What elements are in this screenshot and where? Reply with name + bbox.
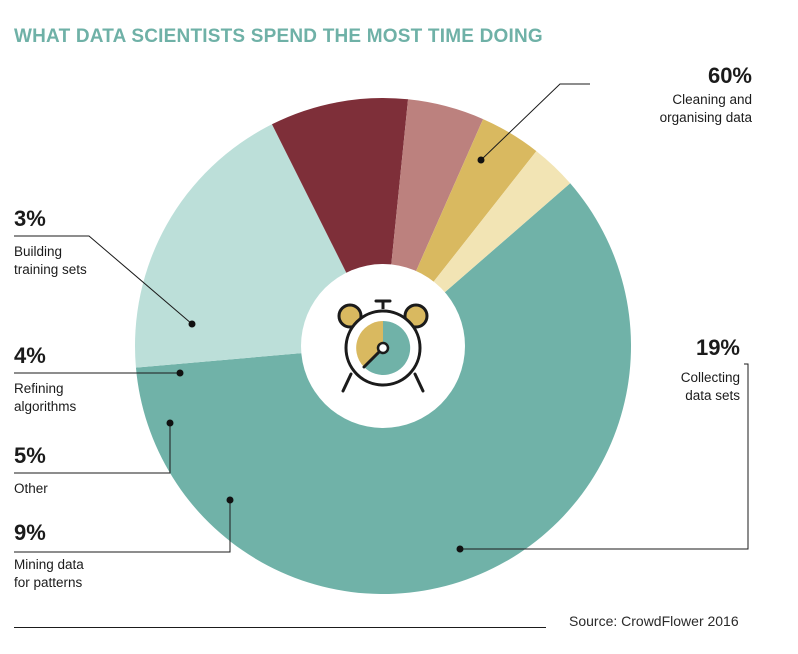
leader-line-mining	[14, 500, 231, 553]
slice-label-mining-1: Mining data	[14, 557, 84, 572]
slice-label-refining-2: algorithms	[14, 399, 77, 414]
leader-dot-other	[166, 419, 174, 427]
leader-dot-mining	[226, 496, 234, 504]
source-rule	[14, 627, 546, 628]
leader-dot-building	[188, 320, 196, 328]
slice-label-other-1: Other	[14, 481, 48, 496]
leader-line-building	[14, 235, 193, 325]
slice-label-mining-2: for patterns	[14, 575, 83, 590]
slice-percent-collecting: 19%	[696, 335, 740, 360]
slice-label-cleaning-1: Cleaning and	[672, 92, 752, 107]
source-note: Source: CrowdFlower 2016	[569, 613, 739, 629]
chart-title: WHAT DATA SCIENTISTS SPEND THE MOST TIME…	[14, 26, 543, 47]
leader-line-collecting	[460, 363, 749, 550]
leader-line-cleaning	[480, 83, 590, 161]
leader-dot-collecting	[456, 545, 464, 553]
slice-label-building-2: training sets	[14, 262, 87, 277]
slice-percent-cleaning: 60%	[708, 63, 752, 88]
slice-percent-refining: 4%	[14, 343, 46, 368]
slice-label-collecting-2: data sets	[685, 388, 740, 403]
slice-label-collecting-1: Collecting	[681, 370, 740, 385]
alarm-clock-icon	[337, 299, 429, 393]
leader-dot-refining	[176, 369, 184, 377]
slice-label-refining-1: Refining	[14, 381, 64, 396]
slice-percent-other: 5%	[14, 443, 46, 468]
leader-line-other	[14, 423, 171, 474]
slice-label-building-1: Building	[14, 244, 62, 259]
slice-percent-building: 3%	[14, 206, 46, 231]
leader-dot-cleaning	[477, 156, 485, 164]
slice-percent-mining: 9%	[14, 520, 46, 545]
slice-label-cleaning-2: organising data	[660, 110, 753, 125]
